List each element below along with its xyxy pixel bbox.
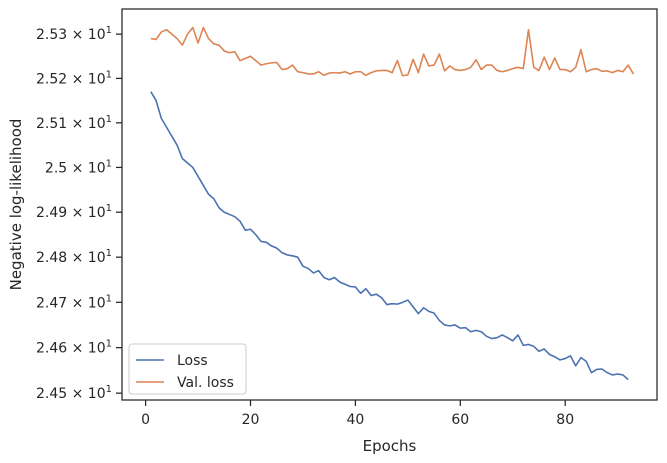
y-tick-label: 2.49 × 101 — [36, 203, 112, 221]
y-tick-label: 2.46 × 101 — [36, 339, 112, 357]
x-tick-label: 40 — [346, 412, 364, 428]
y-tick-label: 2.47 × 101 — [36, 293, 112, 311]
series-line-val-loss — [150, 26, 635, 77]
legend-label: Val. loss — [177, 375, 234, 391]
legend-label: Loss — [177, 353, 208, 369]
series-lines — [150, 26, 635, 381]
x-tick-label: 20 — [242, 412, 260, 428]
y-tick-label: 2.52 × 101 — [36, 69, 112, 87]
y-tick-label: 2.53 × 101 — [36, 25, 112, 43]
x-axis-label: Epochs — [363, 437, 417, 455]
y-tick-label: 2.51 × 101 — [36, 114, 112, 132]
y-tick-label: 2.45 × 101 — [36, 384, 112, 402]
series-line-loss — [150, 91, 629, 381]
plot-frame — [121, 8, 658, 401]
y-tick-label: 2.5 × 101 — [45, 158, 112, 176]
legend: Loss Val. loss — [128, 343, 247, 395]
x-tick-label: 0 — [141, 412, 150, 428]
x-axis-ticks: 0 20 40 60 80 — [141, 400, 574, 428]
y-axis-label: Negative log-likelihood — [7, 119, 25, 291]
x-tick-label: 80 — [556, 412, 574, 428]
y-axis-ticks: 2.45 × 101 2.46 × 101 2.47 × 101 2.48 × 101… — [36, 25, 122, 402]
y-tick-label: 2.48 × 101 — [36, 248, 112, 266]
x-tick-label: 60 — [451, 412, 469, 428]
